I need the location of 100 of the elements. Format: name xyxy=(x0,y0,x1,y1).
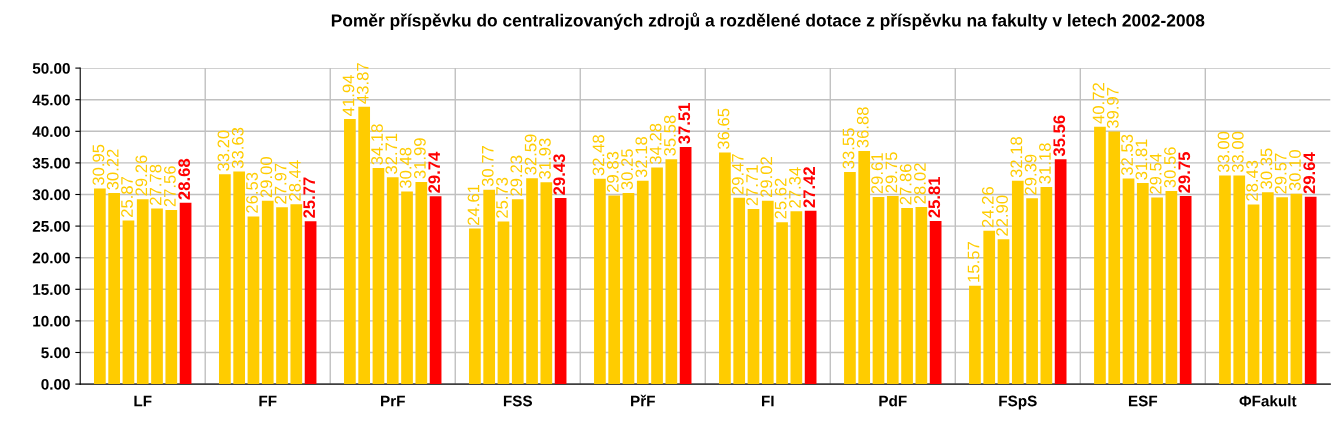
bar xyxy=(665,159,678,385)
bar xyxy=(594,178,606,385)
y-tick-label: 45.00 xyxy=(32,94,70,106)
data-label: 33.20 xyxy=(217,130,230,171)
data-label: 32.48 xyxy=(592,135,605,176)
data-label: 30.22 xyxy=(106,149,119,190)
bar xyxy=(636,180,649,385)
data-label: 27.34 xyxy=(789,167,801,208)
data-label: 29.64 xyxy=(1303,152,1316,194)
bar xyxy=(165,209,178,385)
x-tick-label: FF xyxy=(259,395,277,407)
bar xyxy=(219,174,231,385)
data-label: 28.43 xyxy=(1246,160,1258,201)
bar xyxy=(276,207,288,385)
data-label: 27.71 xyxy=(746,165,758,206)
bar xyxy=(526,178,538,385)
bar xyxy=(929,220,942,385)
data-label: 35.58 xyxy=(664,115,676,156)
data-label: 29.39 xyxy=(1024,154,1037,195)
data-label: 29.61 xyxy=(871,153,883,194)
bar xyxy=(358,106,371,385)
bar xyxy=(747,208,760,385)
data-label: 29.43 xyxy=(553,154,566,195)
data-label: 33.55 xyxy=(842,128,855,169)
bar xyxy=(858,151,871,385)
bar xyxy=(1219,175,1231,385)
bar xyxy=(915,207,928,385)
y-tick-label: 30.00 xyxy=(32,189,70,201)
bar xyxy=(872,196,885,385)
bar xyxy=(622,192,635,385)
x-tick-label: PrF xyxy=(381,395,405,407)
data-label: 28.02 xyxy=(914,163,926,204)
bar xyxy=(261,200,274,385)
data-label: 25.77 xyxy=(303,177,316,218)
data-label: 29.57 xyxy=(1274,153,1287,194)
data-label: 41.94 xyxy=(342,75,355,116)
data-label: 22.90 xyxy=(996,195,1008,236)
data-label: 36.65 xyxy=(717,108,730,150)
y-tick-label: 40.00 xyxy=(32,126,70,137)
data-label: 24.26 xyxy=(981,187,994,228)
data-label: 29.23 xyxy=(510,155,523,196)
bar xyxy=(1247,204,1260,385)
bar xyxy=(372,168,385,385)
bar xyxy=(844,172,856,385)
data-label: 31.99 xyxy=(413,138,426,179)
data-label: 30.48 xyxy=(399,147,412,189)
bar xyxy=(304,221,317,385)
data-label: 30.77 xyxy=(481,145,494,187)
bar xyxy=(997,239,1010,385)
y-tick-label: 20.00 xyxy=(32,252,70,264)
data-label: 36.88 xyxy=(856,107,869,148)
bar xyxy=(1304,196,1317,385)
y-tick-label: 5.00 xyxy=(41,347,70,359)
data-label: 27.78 xyxy=(149,164,162,205)
data-label: 15.57 xyxy=(967,242,980,282)
data-label: 29.75 xyxy=(1178,152,1191,193)
bar xyxy=(1290,193,1303,385)
bar xyxy=(1136,183,1149,385)
bar xyxy=(1261,192,1274,385)
bar xyxy=(983,230,996,385)
bar xyxy=(108,193,121,385)
bar xyxy=(1094,126,1106,385)
data-label: 35.56 xyxy=(1053,115,1066,157)
x-tick-label: ESF xyxy=(1128,395,1158,407)
bar xyxy=(790,211,803,385)
data-label: 33.00 xyxy=(1231,131,1244,173)
bar xyxy=(540,182,553,385)
data-label: 30.35 xyxy=(1260,148,1273,189)
data-label: 30.95 xyxy=(92,144,105,186)
data-label: 32.53 xyxy=(1121,134,1133,176)
bar xyxy=(554,198,567,385)
data-label: 28.44 xyxy=(288,160,301,201)
bar xyxy=(651,167,663,385)
bar xyxy=(290,204,303,385)
data-label: 29.74 xyxy=(428,151,441,193)
bar xyxy=(1122,178,1135,385)
bar xyxy=(1108,131,1121,385)
bar xyxy=(401,191,413,385)
data-label: 25.87 xyxy=(121,176,133,217)
data-label: 32.18 xyxy=(635,136,648,178)
bar xyxy=(761,200,774,385)
data-label: 39.97 xyxy=(1106,87,1119,129)
data-label: 26.53 xyxy=(246,172,258,213)
data-label: 27.42 xyxy=(803,166,815,208)
data-label: 24.61 xyxy=(467,184,480,225)
bar xyxy=(1179,196,1192,385)
x-tick-label: PřF xyxy=(631,394,655,407)
bar xyxy=(1151,197,1163,385)
data-label: 34.18 xyxy=(371,124,383,165)
data-label: 43.87 xyxy=(356,63,369,104)
bar xyxy=(969,285,981,385)
bar xyxy=(511,199,524,385)
bar xyxy=(344,119,356,385)
bar xyxy=(429,196,442,385)
data-label: 37.51 xyxy=(678,103,691,144)
y-tick-label: 35.00 xyxy=(32,157,70,169)
data-label: 31.81 xyxy=(1135,139,1148,180)
data-label: 33.63 xyxy=(231,127,244,169)
chart-title: Poměr příspěvku do centralizovaných zdrojů a rozdělené dotace z příspěvku na fakulty v letech 2002-2008 xyxy=(331,12,1205,31)
data-label: 32.59 xyxy=(524,134,537,175)
